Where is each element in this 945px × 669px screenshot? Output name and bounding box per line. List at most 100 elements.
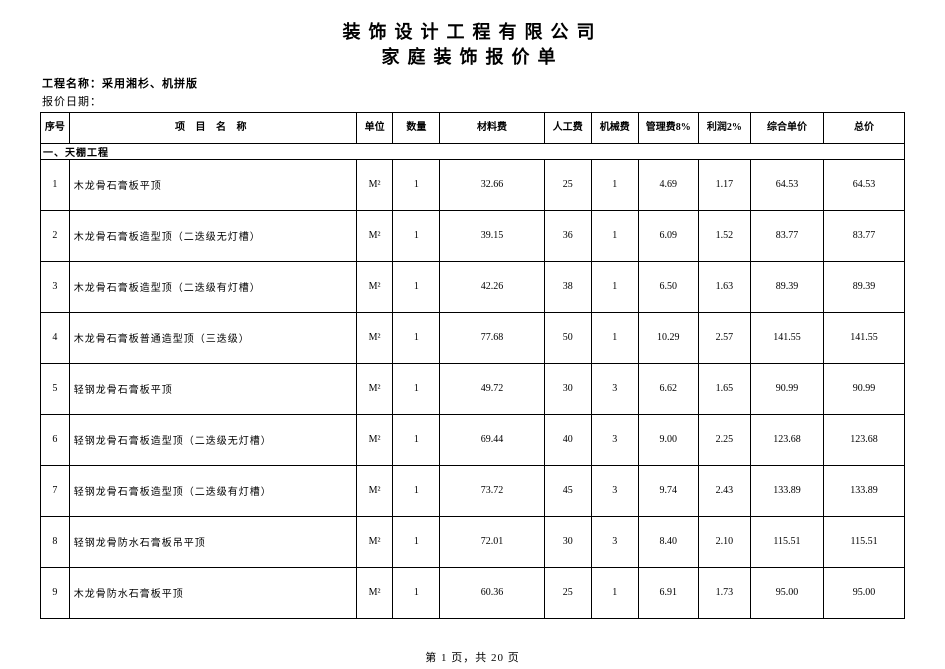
unit-price-cell: 90.99: [750, 363, 823, 414]
seq-cell: 9: [41, 567, 70, 618]
name-cell: 木龙骨石膏板造型顶（二迭级有灯槽）: [69, 261, 356, 312]
name-cell: 轻钢龙骨防水石膏板吊平顶: [69, 516, 356, 567]
name-cell: 木龙骨石膏板普通造型顶（三迭级）: [69, 312, 356, 363]
mgmt-cell: 6.62: [638, 363, 698, 414]
unit-price-cell: 123.68: [750, 414, 823, 465]
material-cell: 39.15: [440, 210, 544, 261]
machine-cell: 3: [591, 414, 638, 465]
table-row: 3木龙骨石膏板造型顶（二迭级有灯槽）M²142.263816.501.6389.…: [41, 261, 905, 312]
mgmt-cell: 6.50: [638, 261, 698, 312]
labor-cell: 25: [544, 159, 591, 210]
name-cell: 木龙骨防水石膏板平顶: [69, 567, 356, 618]
labor-cell: 40: [544, 414, 591, 465]
title-line-2: 家庭装饰报价单: [40, 45, 905, 70]
title-line-1: 装饰设计工程有限公司: [40, 20, 905, 45]
total-cell: 64.53: [824, 159, 905, 210]
unit-cell: M²: [356, 465, 393, 516]
unit-price-cell: 95.00: [750, 567, 823, 618]
material-cell: 77.68: [440, 312, 544, 363]
labor-cell: 38: [544, 261, 591, 312]
seq-cell: 7: [41, 465, 70, 516]
quote-date-line: 报价日期：: [42, 94, 905, 112]
table-row: 1木龙骨石膏板平顶M²132.662514.691.1764.5364.53: [41, 159, 905, 210]
profit-cell: 2.43: [698, 465, 750, 516]
qty-cell: 1: [393, 516, 440, 567]
col-seq: 序号: [41, 112, 70, 143]
profit-cell: 1.65: [698, 363, 750, 414]
seq-cell: 3: [41, 261, 70, 312]
col-unit: 单位: [356, 112, 393, 143]
seq-cell: 8: [41, 516, 70, 567]
material-cell: 60.36: [440, 567, 544, 618]
name-cell: 轻钢龙骨石膏板造型顶（二迭级无灯槽）: [69, 414, 356, 465]
material-cell: 49.72: [440, 363, 544, 414]
machine-cell: 1: [591, 210, 638, 261]
total-cell: 115.51: [824, 516, 905, 567]
labor-cell: 25: [544, 567, 591, 618]
total-cell: 83.77: [824, 210, 905, 261]
unit-cell: M²: [356, 261, 393, 312]
table-row: 7轻钢龙骨石膏板造型顶（二迭级有灯槽）M²173.724539.742.4313…: [41, 465, 905, 516]
unit-cell: M²: [356, 414, 393, 465]
labor-cell: 36: [544, 210, 591, 261]
unit-price-cell: 133.89: [750, 465, 823, 516]
material-cell: 73.72: [440, 465, 544, 516]
col-machine: 机械费: [591, 112, 638, 143]
unit-price-cell: 141.55: [750, 312, 823, 363]
seq-cell: 1: [41, 159, 70, 210]
seq-cell: 2: [41, 210, 70, 261]
machine-cell: 1: [591, 159, 638, 210]
unit-cell: M²: [356, 312, 393, 363]
labor-cell: 45: [544, 465, 591, 516]
profit-cell: 2.10: [698, 516, 750, 567]
name-cell: 轻钢龙骨石膏板平顶: [69, 363, 356, 414]
section-row: 一、天棚工程: [41, 143, 905, 159]
qty-cell: 1: [393, 312, 440, 363]
seq-cell: 6: [41, 414, 70, 465]
profit-cell: 1.52: [698, 210, 750, 261]
unit-price-cell: 83.77: [750, 210, 823, 261]
qty-cell: 1: [393, 261, 440, 312]
material-cell: 42.26: [440, 261, 544, 312]
total-cell: 133.89: [824, 465, 905, 516]
col-unit-price: 综合单价: [750, 112, 823, 143]
name-cell: 木龙骨石膏板造型顶（二迭级无灯槽）: [69, 210, 356, 261]
section-title-cell: 一、天棚工程: [41, 143, 905, 159]
name-cell: 轻钢龙骨石膏板造型顶（二迭级有灯槽）: [69, 465, 356, 516]
mgmt-cell: 4.69: [638, 159, 698, 210]
machine-cell: 3: [591, 516, 638, 567]
material-cell: 72.01: [440, 516, 544, 567]
total-cell: 90.99: [824, 363, 905, 414]
profit-cell: 2.25: [698, 414, 750, 465]
table-row: 4木龙骨石膏板普通造型顶（三迭级）M²177.6850110.292.57141…: [41, 312, 905, 363]
labor-cell: 30: [544, 363, 591, 414]
table-row: 9木龙骨防水石膏板平顶M²160.362516.911.7395.0095.00: [41, 567, 905, 618]
mgmt-cell: 9.74: [638, 465, 698, 516]
title-block: 装饰设计工程有限公司 家庭装饰报价单: [40, 20, 905, 70]
total-cell: 89.39: [824, 261, 905, 312]
profit-cell: 1.17: [698, 159, 750, 210]
mgmt-cell: 10.29: [638, 312, 698, 363]
col-total: 总价: [824, 112, 905, 143]
profit-cell: 1.63: [698, 261, 750, 312]
machine-cell: 1: [591, 567, 638, 618]
mgmt-cell: 6.91: [638, 567, 698, 618]
page-footer: 第 1 页，共 20 页: [0, 649, 945, 665]
table-row: 8轻钢龙骨防水石膏板吊平顶M²172.013038.402.10115.5111…: [41, 516, 905, 567]
material-cell: 69.44: [440, 414, 544, 465]
unit-price-cell: 64.53: [750, 159, 823, 210]
seq-cell: 5: [41, 363, 70, 414]
seq-cell: 4: [41, 312, 70, 363]
col-profit: 利润2%: [698, 112, 750, 143]
qty-cell: 1: [393, 414, 440, 465]
labor-cell: 30: [544, 516, 591, 567]
name-cell: 木龙骨石膏板平顶: [69, 159, 356, 210]
profit-cell: 2.57: [698, 312, 750, 363]
col-mgmt: 管理费8%: [638, 112, 698, 143]
col-labor: 人工费: [544, 112, 591, 143]
material-cell: 32.66: [440, 159, 544, 210]
unit-price-cell: 115.51: [750, 516, 823, 567]
total-cell: 123.68: [824, 414, 905, 465]
mgmt-cell: 6.09: [638, 210, 698, 261]
unit-cell: M²: [356, 567, 393, 618]
